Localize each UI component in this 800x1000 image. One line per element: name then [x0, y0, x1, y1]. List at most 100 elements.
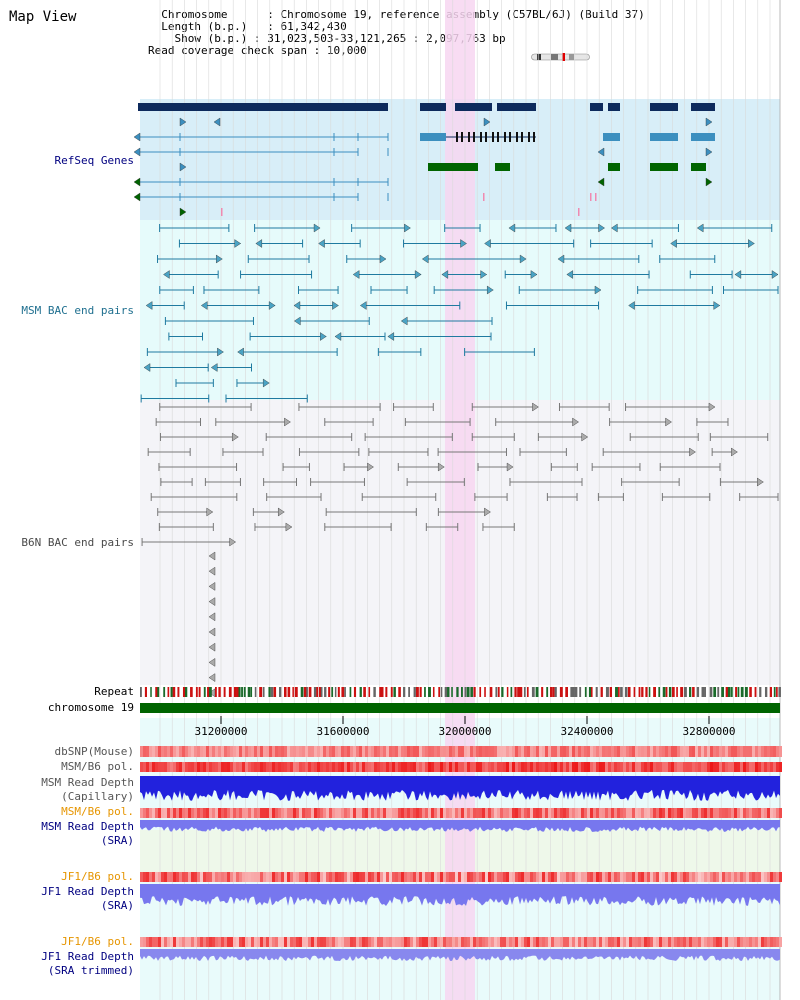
- jf1-pol-density-cell: [224, 872, 227, 882]
- gene-exon-block: [608, 163, 620, 171]
- dbsnp-density-cell: [488, 746, 491, 757]
- msm-pol2-density-cell: [506, 808, 509, 818]
- jf1-pol2-density-cell: [395, 937, 398, 947]
- msm-pol-density-cell: [317, 762, 320, 772]
- jf1-pol-density-cell: [467, 872, 470, 882]
- msm-depth-capillary-area: [140, 776, 780, 801]
- axis-tick-label: 32800000: [683, 725, 736, 738]
- msm-pol-density-cell: [257, 762, 260, 772]
- jf1-pol-density-cell: [380, 872, 383, 882]
- jf1-pol2-density-cell: [593, 937, 596, 947]
- jf1-pol2-density-cell: [170, 937, 173, 947]
- repeat-element: [735, 687, 738, 697]
- msm-pol-density-cell: [428, 762, 431, 772]
- jf1-pol2-density-cell: [464, 937, 467, 947]
- repeat-element: [484, 687, 486, 697]
- msm-pol-density-cell: [188, 762, 191, 772]
- gene-exon-tick: [533, 132, 535, 142]
- msm-pol2-density-cell: [608, 808, 611, 818]
- dbsnp-density-cell: [662, 746, 665, 757]
- dbsnp-density-cell: [569, 746, 572, 757]
- repeat-element: [519, 687, 523, 697]
- jf1-pol2-density-cell: [701, 937, 704, 947]
- msm-pol-density-cell: [221, 762, 224, 772]
- dbsnp-density-cell: [563, 746, 566, 757]
- bac-end-arrow: [206, 507, 214, 517]
- repeat-element: [764, 687, 768, 697]
- jf1-pol-density-cell: [461, 872, 464, 882]
- jf1-pol2-density-cell: [293, 937, 296, 947]
- msm-pol-density-cell: [185, 762, 188, 772]
- repeat-element: [207, 687, 210, 697]
- bac-end-arrow: [611, 223, 618, 233]
- jf1-pol2-density-cell: [305, 937, 308, 947]
- jf1-pol2-density-cell: [635, 937, 638, 947]
- msm-pol-density-cell: [140, 762, 143, 772]
- length-info: Length (b.p.) : 61,342,430: [161, 20, 347, 33]
- jf1-pol2-density-cell: [239, 937, 242, 947]
- msm-pol-density-cell: [446, 762, 449, 772]
- msm-pol-density-cell: [746, 762, 749, 772]
- jf1-pol-density-cell: [344, 872, 347, 882]
- msm-pol-density-cell: [512, 762, 515, 772]
- msm-pol2-density-cell: [611, 808, 614, 818]
- repeat-element: [737, 687, 740, 697]
- jf1-pol-density-cell: [401, 872, 404, 882]
- repeat-element: [254, 687, 257, 697]
- jf1-pol2-density-cell: [683, 937, 686, 947]
- dbsnp-density-cell: [749, 746, 752, 757]
- msm-pol2-density-cell: [404, 808, 407, 818]
- dbsnp-density-cell: [566, 746, 569, 757]
- msm-pol-density-cell: [281, 762, 284, 772]
- jf1-pol-density-cell: [749, 872, 752, 882]
- msm-pol-density-cell: [308, 762, 311, 772]
- repeat-element: [456, 687, 459, 697]
- repeat-element: [671, 687, 675, 697]
- repeat-element: [584, 687, 587, 697]
- dbsnp-density-cell: [410, 746, 413, 757]
- repeat-element: [432, 687, 435, 697]
- jf1-pol2-density-cell: [368, 937, 371, 947]
- msm-pol-density-cell: [770, 762, 773, 772]
- dbsnp-density-cell: [701, 746, 704, 757]
- jf1-pol-density-cell: [683, 872, 686, 882]
- jf1-pol-density-cell: [740, 872, 743, 882]
- msm-pol-density-cell: [236, 762, 239, 772]
- dbsnp-density-cell: [227, 746, 230, 757]
- dbsnp-density-cell: [554, 746, 557, 757]
- dbsnp-density-cell: [362, 746, 365, 757]
- jf1-pol-density-cell: [389, 872, 392, 882]
- gene-exon-block: [428, 163, 478, 171]
- jf1-pol2-density-cell: [413, 937, 416, 947]
- msm-pol-density-cell: [509, 762, 512, 772]
- jf1-pol2-density-cell: [566, 937, 569, 947]
- repeat-element: [215, 687, 217, 697]
- msm-pol2-density-cell: [566, 808, 569, 818]
- jf1-pol-density-cell: [548, 872, 551, 882]
- jf1-pol2-density-cell: [674, 937, 677, 947]
- jf1-pol2-density-cell: [182, 937, 185, 947]
- jf1-pol2-density-cell: [707, 937, 710, 947]
- dbsnp-density-cell: [419, 746, 422, 757]
- dbsnp-density-cell: [584, 746, 587, 757]
- msm-pol2-density-cell: [698, 808, 701, 818]
- jf1-pol2-density-cell: [719, 937, 722, 947]
- dbsnp-density-cell: [692, 746, 695, 757]
- msm-pol2-density-cell: [716, 808, 719, 818]
- msm-pol-density-cell: [161, 762, 164, 772]
- dbsnp-density-cell: [605, 746, 608, 757]
- repeat-element: [689, 687, 692, 697]
- msm-pol-density-cell: [725, 762, 728, 772]
- jf1-pol2-density-cell: [353, 937, 356, 947]
- msm-pol-density-cell: [590, 762, 593, 772]
- dbsnp-density-cell: [416, 746, 419, 757]
- jf1-pol2-density-cell: [251, 937, 254, 947]
- bac-end-arrow: [208, 688, 216, 698]
- dbsnp-density-cell: [422, 746, 425, 757]
- msm-pol-density-cell: [176, 762, 179, 772]
- repeat-element: [273, 687, 277, 697]
- bac-end-arrow: [208, 612, 216, 622]
- bac-end-arrow: [294, 316, 301, 326]
- gene-exon-block: [691, 163, 706, 171]
